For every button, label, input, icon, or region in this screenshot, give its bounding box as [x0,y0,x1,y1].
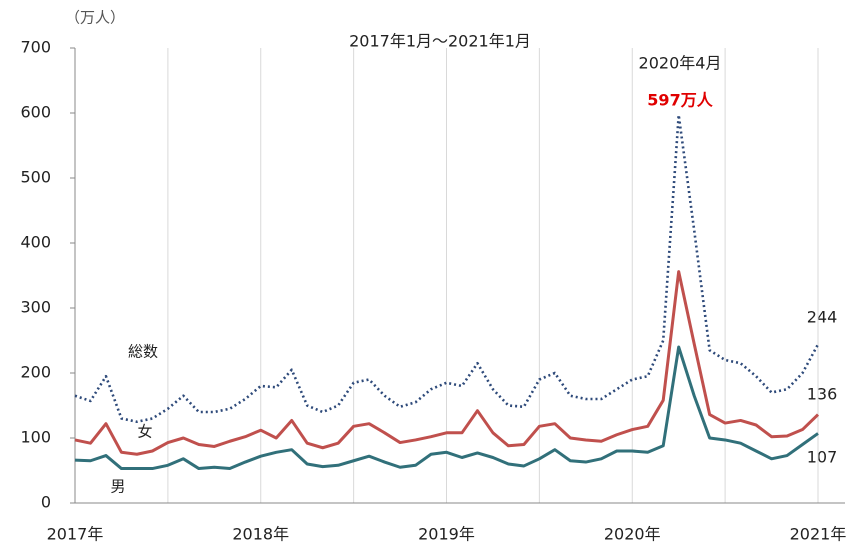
x-tick-label: 2017年 [47,525,104,544]
x-tick-label: 2019年 [418,525,475,544]
end-label: 136 [807,385,838,404]
annotation: 597万人 [647,91,713,110]
y-tick-label: 600 [20,103,51,122]
line-1 [74,270,820,456]
series-label: 男 [110,478,125,496]
x-tick-label: 2020年 [604,525,661,544]
y-tick-label: 0 [41,493,51,512]
y-tick-label: 200 [20,363,51,382]
series-label: 総数 [128,343,158,361]
chart-title: 2017年1月～2021年1月 [349,32,531,51]
series-label: 女 [137,423,152,441]
annotation: 2020年4月 [639,54,722,73]
y-tick-label: 500 [20,168,51,187]
y-tick-label: 100 [20,428,51,447]
x-tick-label: 2021年 [790,525,847,544]
line-2 [74,345,819,471]
end-label: 244 [807,308,838,327]
y-unit: （万人） [65,9,125,27]
x-tick-label: 2018年 [232,525,289,544]
y-tick-label: 700 [20,38,51,57]
plot: 0 100 200 300 400 500 600 700 2017年 2018年 2019年 202… [20,38,846,544]
y-tick-label: 400 [20,233,51,252]
end-label: 107 [807,448,838,467]
y-tick-label: 300 [20,298,51,317]
